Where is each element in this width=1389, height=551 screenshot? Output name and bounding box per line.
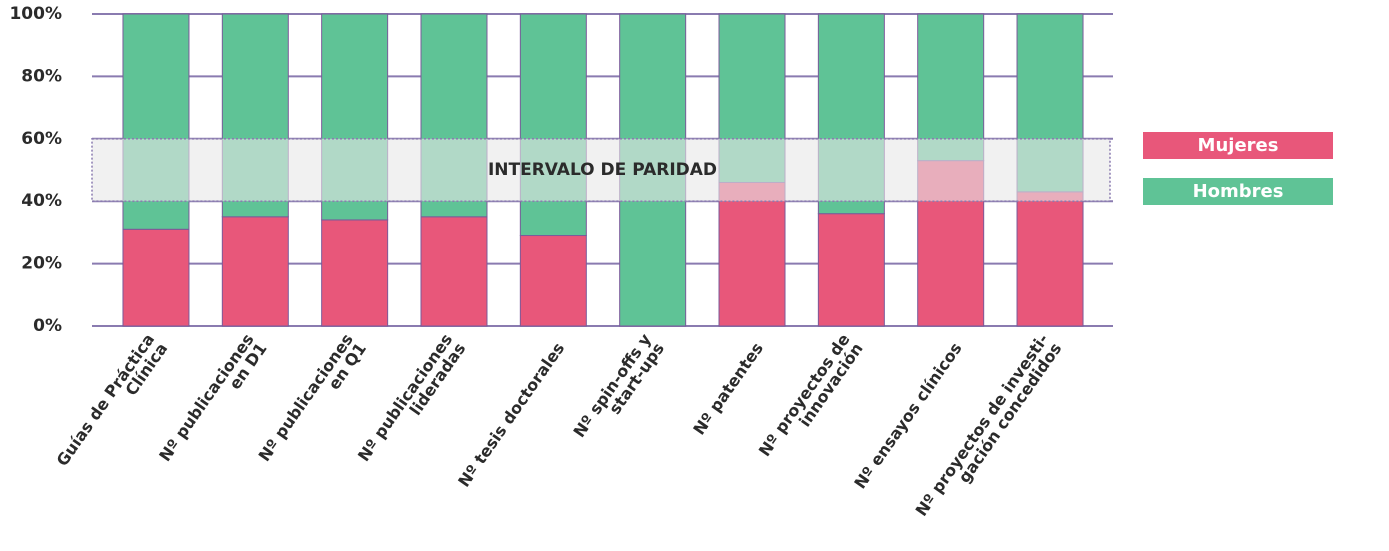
x-tick-label: Nº proyectos de investi-gación concedido… <box>911 330 1065 529</box>
x-tick-label: Nº tesis doctorales <box>454 339 568 491</box>
legend-label: Hombres <box>1193 181 1284 202</box>
legend-label: Mujeres <box>1198 135 1279 156</box>
bar-segment <box>718 181 786 327</box>
y-tick-label: 60% <box>21 129 62 149</box>
x-tick-label: Nº publicacioneslideradas <box>354 330 469 474</box>
bar-segment <box>321 219 389 327</box>
bar-segment <box>420 216 488 327</box>
x-tick-label: Nº proyectos deinnovación <box>754 330 866 469</box>
bar-segment <box>817 213 885 327</box>
x-tick-label: Nº publicacionesen D1 <box>155 330 270 474</box>
parity-band <box>91 138 1111 202</box>
bar-segment <box>221 216 289 327</box>
bar-segment <box>1016 191 1084 327</box>
bar-segment <box>519 13 587 237</box>
y-tick-label: 20% <box>21 254 62 274</box>
x-tick-label: Nº publicacionesen Q1 <box>254 330 369 474</box>
bar-segment <box>519 235 587 327</box>
x-tick-label: Guías de PrácticaClínica <box>52 330 171 479</box>
bar-segment <box>122 228 190 327</box>
band-label: INTERVALO DE PARIDAD <box>488 160 717 180</box>
x-tick-label: Nº spin-offs ystart-ups <box>569 329 668 449</box>
y-tick-label: 80% <box>21 66 62 86</box>
y-tick-label: 100% <box>9 4 62 24</box>
legend-swatch <box>1143 178 1333 205</box>
y-tick-label: 0% <box>33 316 62 336</box>
y-tick-label: 40% <box>21 191 62 211</box>
legend-swatch <box>1143 132 1333 159</box>
x-tick-label: Nº patentes <box>689 339 767 438</box>
